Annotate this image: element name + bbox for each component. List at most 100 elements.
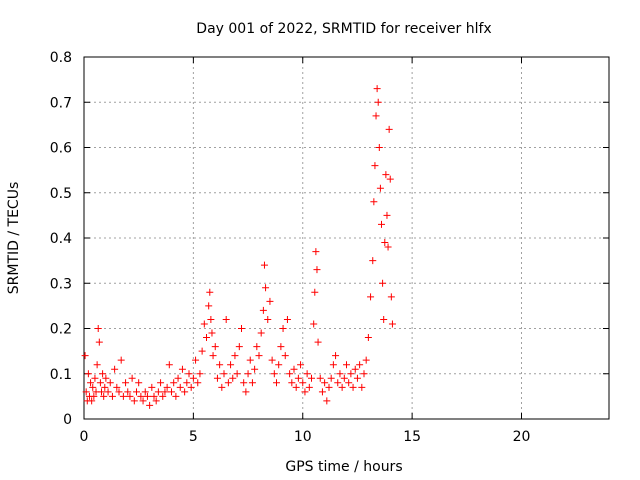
data-point	[385, 125, 393, 133]
data-point	[93, 361, 101, 369]
data-point	[369, 257, 377, 265]
y-tick-label: 0.6	[50, 141, 72, 157]
data-point	[318, 388, 326, 396]
data-point	[316, 374, 324, 382]
data-point	[198, 347, 206, 355]
data-point	[106, 379, 114, 387]
data-point	[143, 392, 151, 400]
data-point	[270, 370, 278, 378]
data-point	[314, 338, 322, 346]
y-tick-label: 0.5	[50, 186, 72, 202]
data-point	[174, 374, 182, 382]
data-point	[111, 365, 119, 373]
data-point	[207, 315, 215, 323]
data-point	[382, 171, 390, 179]
data-point	[130, 397, 138, 405]
data-point	[152, 397, 160, 405]
data-point	[325, 383, 333, 391]
data-point	[168, 388, 175, 396]
data-point	[176, 383, 184, 391]
x-tick-label: 15	[403, 429, 421, 445]
data-point	[375, 144, 383, 151]
data-markers	[81, 85, 396, 409]
data-point	[308, 374, 315, 382]
y-tick-label: 0.3	[50, 276, 72, 292]
data-point	[172, 392, 180, 400]
data-point	[388, 320, 396, 328]
data-point	[242, 388, 250, 396]
data-point	[332, 352, 340, 360]
data-point	[266, 297, 274, 305]
data-point	[273, 379, 280, 387]
data-point	[235, 343, 243, 351]
data-point	[381, 239, 389, 247]
data-point	[181, 388, 189, 396]
data-point	[183, 379, 191, 387]
data-point	[312, 248, 320, 256]
data-point	[313, 266, 321, 274]
data-point	[224, 379, 232, 387]
data-point	[380, 315, 388, 323]
data-point	[119, 392, 127, 400]
data-point	[187, 383, 195, 391]
data-point	[268, 356, 276, 364]
axis-ticks: 0 0.1 0.2 0.3 0.4 0.5 0.6 0.7 0.8 0 5 10 15 20	[50, 50, 609, 445]
data-point	[124, 388, 132, 396]
data-point	[233, 370, 241, 378]
data-point	[90, 392, 98, 400]
data-point	[216, 361, 224, 369]
data-point	[150, 392, 158, 400]
data-point	[378, 220, 385, 228]
data-point	[88, 397, 96, 405]
data-point	[279, 325, 287, 332]
data-point	[281, 352, 289, 360]
data-point	[84, 370, 92, 378]
data-point	[222, 315, 230, 323]
data-point	[154, 388, 162, 396]
data-point	[244, 370, 252, 378]
x-axis-title: GPS time / hours	[285, 459, 402, 475]
data-point	[91, 374, 99, 382]
data-point	[345, 379, 353, 387]
data-point	[148, 383, 156, 391]
data-point	[104, 388, 112, 396]
grid	[84, 57, 609, 419]
data-point	[262, 284, 270, 292]
data-point	[139, 397, 147, 405]
data-point	[371, 162, 379, 170]
data-point	[128, 374, 136, 382]
data-point	[159, 392, 167, 400]
data-point	[323, 397, 331, 405]
data-point	[310, 320, 318, 328]
data-point	[208, 329, 216, 337]
data-point	[192, 356, 200, 364]
data-point	[211, 343, 219, 351]
data-point	[94, 325, 102, 332]
data-point	[311, 288, 319, 296]
data-point	[277, 343, 285, 351]
data-point	[206, 288, 214, 296]
y-tick-label: 0.2	[50, 322, 72, 338]
data-point	[299, 379, 307, 387]
x-tick-label: 10	[294, 429, 312, 445]
data-point	[383, 211, 391, 219]
data-point	[288, 379, 296, 387]
y-tick-label: 0.1	[50, 367, 72, 383]
data-point	[349, 383, 357, 391]
data-point	[275, 361, 283, 369]
data-point	[286, 370, 294, 378]
data-point	[220, 370, 228, 378]
data-point	[165, 361, 173, 369]
data-point	[81, 352, 89, 360]
data-point	[218, 383, 226, 391]
data-point	[189, 374, 197, 382]
data-point	[343, 361, 350, 369]
data-point	[178, 365, 186, 373]
data-point	[372, 112, 380, 120]
data-point	[301, 388, 309, 396]
data-point	[117, 356, 125, 364]
chart-title: Day 001 of 2022, SRMTID for receiver hlf…	[196, 21, 491, 37]
data-point	[370, 198, 378, 206]
data-point	[255, 352, 263, 360]
